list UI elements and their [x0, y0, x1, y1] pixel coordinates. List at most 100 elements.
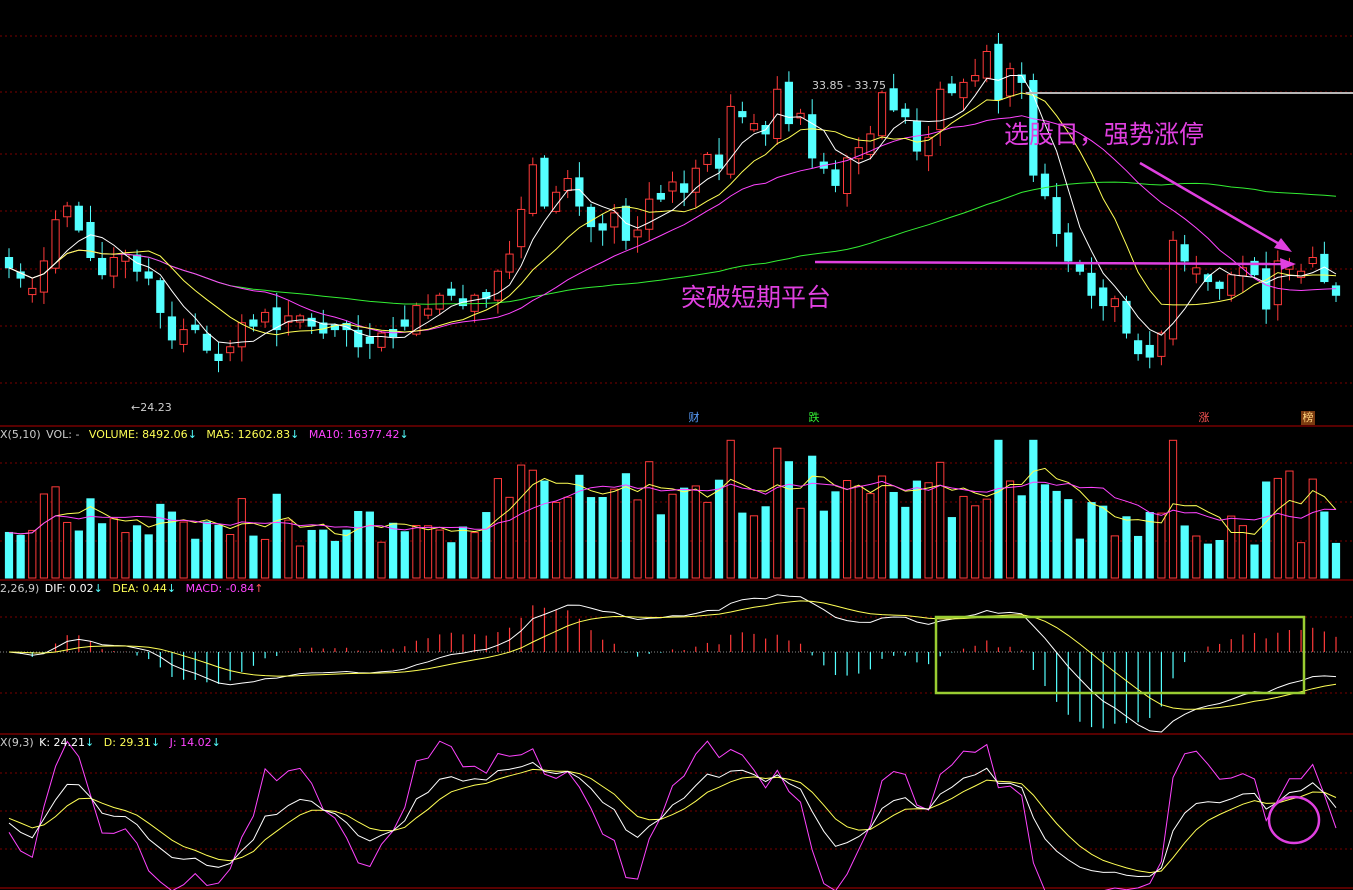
candle-body-up: [1273, 260, 1282, 306]
volume-bar: [63, 521, 72, 579]
volume-bar: [202, 521, 211, 579]
volume-bar: [1331, 542, 1341, 579]
select-day-arrow-head: [1274, 238, 1292, 252]
candle: [4, 248, 14, 279]
volume-name: VOL: -: [46, 428, 80, 441]
candle-body-up: [179, 329, 188, 345]
candle-body-down: [1203, 274, 1213, 283]
candle: [1331, 282, 1341, 303]
volume-bar: [237, 498, 246, 579]
candle: [1273, 250, 1282, 321]
volume-bar: [1320, 511, 1329, 579]
volume-bar: [1250, 544, 1259, 579]
annotation-select-day: 选股日，强势涨停: [1004, 120, 1205, 149]
volume-bar: [1192, 535, 1201, 579]
candle: [831, 160, 840, 193]
volume-bar: [936, 461, 945, 579]
candle-body-up: [237, 322, 246, 348]
low-price-label: ←24.23: [131, 401, 172, 414]
badge-finance[interactable]: 财: [687, 411, 701, 425]
candle-body-up: [971, 75, 980, 82]
candle-body-down: [1320, 253, 1329, 283]
volume-bar: [86, 498, 95, 579]
candle-body-down: [1134, 340, 1143, 355]
volume-bar: [994, 439, 1003, 579]
candle-body-down: [656, 192, 665, 200]
volume-bar: [924, 482, 933, 579]
candle: [295, 313, 305, 329]
candle-body-up: [959, 81, 968, 99]
candle: [947, 75, 956, 96]
candle-body-down: [1262, 268, 1271, 310]
candle-body-down: [680, 183, 689, 193]
candle: [517, 196, 526, 259]
candle: [994, 33, 1003, 114]
candle: [132, 249, 142, 282]
candle: [749, 113, 759, 133]
candle-body-down: [156, 280, 165, 313]
candle-body-down: [167, 316, 177, 341]
annotation-breakout: 突破短期平台: [681, 283, 832, 312]
volume-bar: [144, 534, 153, 579]
candle: [98, 241, 107, 280]
candle: [645, 182, 654, 241]
volume-bar: [214, 524, 223, 579]
volume-bar: [1285, 470, 1294, 579]
volume-ma5: MA5: 12602.83: [206, 428, 291, 441]
macd-value: MACD: -0.84: [185, 582, 255, 595]
badge-list[interactable]: 榜: [1301, 411, 1315, 425]
volume-bar: [377, 541, 386, 579]
macd-params: 2,26,9): [0, 582, 40, 595]
candle-body-up: [51, 219, 60, 269]
candle-body-down: [4, 257, 14, 269]
volume-bar: [167, 511, 177, 579]
volume-bar: [191, 538, 200, 579]
volume-bar: [854, 485, 863, 579]
candle: [761, 120, 770, 146]
volume-bar: [808, 455, 817, 579]
candle: [1145, 331, 1154, 369]
candle: [738, 101, 747, 124]
badge-rise[interactable]: 涨: [1197, 411, 1211, 425]
volume-bar: [400, 531, 409, 579]
volume-bar: [749, 515, 759, 579]
volume-bar: [703, 501, 712, 579]
candle-body-up: [412, 305, 421, 335]
candle: [726, 94, 735, 179]
candle: [1052, 183, 1061, 247]
candle: [470, 293, 479, 323]
candle: [773, 76, 782, 145]
volume-bar: [295, 545, 305, 579]
candle: [982, 44, 991, 83]
volume-bar: [342, 529, 351, 579]
candle: [819, 152, 828, 174]
kdj-d: D: 29.31: [103, 736, 151, 749]
volume-bar: [691, 485, 700, 579]
candle: [1250, 257, 1259, 277]
candle: [16, 263, 25, 288]
candle: [272, 292, 281, 347]
candle-body-down: [86, 221, 95, 258]
kdj-j-line: [8, 740, 1337, 890]
candle: [1262, 251, 1271, 324]
candle: [167, 301, 177, 349]
volume-bar: [726, 439, 735, 579]
volume-bar: [773, 447, 782, 579]
candle: [1087, 257, 1096, 309]
candle: [1029, 73, 1038, 183]
candle-body-down: [354, 329, 363, 348]
candle-body-down: [98, 257, 107, 276]
candle: [423, 294, 433, 320]
macd-highlight-box: [934, 615, 1306, 695]
candle: [354, 315, 363, 358]
volume-bar: [738, 512, 747, 579]
candle: [959, 78, 968, 111]
candle: [74, 201, 83, 233]
candle: [703, 151, 712, 172]
macd-indicator-bar: 2,26,9) DIF: 0.02↓ DEA: 0.44↓ MACD: -0.8…: [0, 582, 264, 595]
macd-dea-line: [8, 600, 1337, 710]
badge-drop[interactable]: 跌: [807, 411, 821, 425]
volume-bar: [249, 535, 258, 579]
volume-bar: [877, 475, 887, 579]
